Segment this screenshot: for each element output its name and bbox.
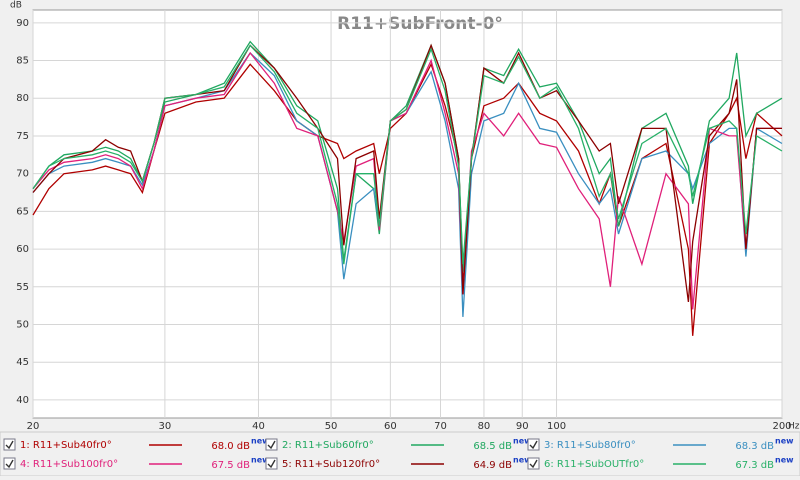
legend-check	[267, 440, 276, 450]
legend-checkbox[interactable]	[265, 457, 278, 470]
legend-check	[529, 459, 538, 469]
legend-badge: new	[775, 456, 794, 465]
x-tick-label: 50	[325, 421, 338, 432]
legend-checkbox[interactable]	[527, 438, 540, 451]
plot: 40 45 50 55 60 65 70 75 80 85 90 20 30 40 50 60 70 80 90 10…	[16, 10, 792, 432]
legend-label: 6: R11+SubOUTfr0°	[544, 459, 644, 470]
legend-checkbox[interactable]	[527, 457, 540, 470]
x-tick-label: 70	[434, 421, 447, 432]
legend-level: 68.3 dB	[735, 441, 774, 452]
series-line	[32, 44, 783, 265]
legend-check	[5, 459, 14, 469]
y-tick-label: 60	[16, 244, 29, 255]
y-unit: dB	[10, 1, 22, 11]
legend-label: 5: R11+Sub120fr0°	[282, 459, 380, 470]
legend-checkbox[interactable]	[3, 457, 16, 470]
x-tick-label: 90	[516, 421, 529, 432]
y-tick-label: 80	[16, 93, 29, 104]
legend-label: 4: R11+Sub100fr0°	[20, 459, 118, 470]
legend-panel	[0, 431, 800, 477]
legend-checkbox[interactable]	[265, 438, 278, 451]
chart-title: R11+SubFront-0°	[337, 14, 503, 34]
x-tick-label: 60	[384, 421, 397, 432]
legend-badge: new	[251, 456, 270, 465]
legend-label: 2: R11+Sub60fr0°	[282, 440, 374, 451]
x-unit: Hz	[788, 422, 800, 432]
legend-level: 68.0 dB	[211, 441, 250, 452]
x-tick-label: 100	[547, 421, 566, 432]
legend-level: 68.5 dB	[473, 441, 512, 452]
plot-area	[32, 9, 783, 419]
y-tick-label: 55	[16, 282, 29, 293]
x-tick-label: 40	[252, 421, 265, 432]
y-tick-label: 40	[16, 395, 29, 406]
legend-level: 64.9 dB	[473, 460, 512, 471]
legend-label: 1: R11+Sub40fr0°	[20, 440, 112, 451]
y-tick-label: 75	[16, 131, 29, 142]
legend-check	[267, 459, 276, 469]
legend: 1: R11+Sub40fr0° 68.0 dB new 2: R11+Sub60fr…	[3, 437, 794, 471]
y-tick-label: 90	[16, 18, 29, 29]
legend-badge: new	[251, 437, 270, 446]
x-tick-label: 30	[159, 421, 172, 432]
legend-level: 67.3 dB	[735, 460, 774, 471]
legend-badge: new	[513, 456, 532, 465]
x-tick-label: 200	[772, 421, 791, 432]
legend-check	[529, 440, 538, 450]
legend-level: 67.5 dB	[211, 460, 250, 471]
x-tick-label: 20	[27, 421, 40, 432]
y-tick-label: 65	[16, 206, 29, 217]
y-tick-label: 85	[16, 56, 29, 67]
y-tick-label: 70	[16, 169, 29, 180]
y-tick-label: 50	[16, 319, 29, 330]
x-tick-label: 80	[478, 421, 491, 432]
legend-check	[5, 440, 14, 450]
legend-badge: new	[513, 437, 532, 446]
legend-label: 3: R11+Sub80fr0°	[544, 440, 636, 451]
legend-badge: new	[775, 437, 794, 446]
legend-checkbox[interactable]	[3, 438, 16, 451]
y-tick-label: 45	[16, 357, 29, 368]
